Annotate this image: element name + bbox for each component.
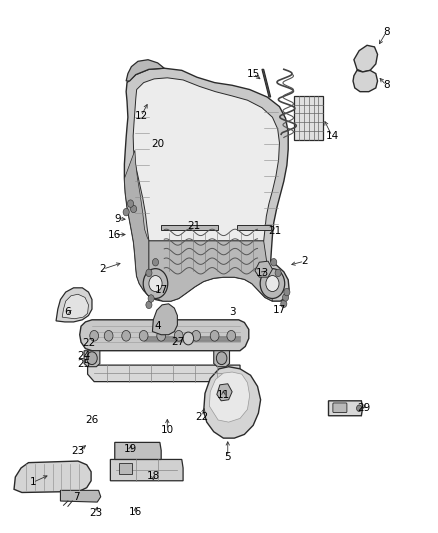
Polygon shape	[209, 372, 250, 422]
Text: 2: 2	[99, 264, 106, 274]
Text: 6: 6	[64, 307, 71, 317]
Text: 7: 7	[73, 492, 80, 502]
Circle shape	[266, 276, 279, 292]
Text: 17: 17	[273, 305, 286, 315]
Text: 9: 9	[114, 214, 121, 223]
Circle shape	[283, 294, 289, 301]
Circle shape	[148, 295, 154, 302]
Circle shape	[146, 301, 152, 309]
Circle shape	[284, 288, 290, 296]
Polygon shape	[60, 490, 101, 502]
Polygon shape	[353, 70, 378, 92]
Circle shape	[143, 269, 168, 298]
Text: 21: 21	[187, 221, 201, 231]
Circle shape	[127, 200, 134, 207]
Text: 19: 19	[124, 444, 137, 454]
Polygon shape	[217, 384, 232, 401]
Circle shape	[281, 300, 287, 308]
Circle shape	[271, 259, 277, 266]
Text: 23: 23	[71, 447, 85, 456]
Circle shape	[260, 269, 285, 298]
Circle shape	[104, 330, 113, 341]
Circle shape	[157, 330, 166, 341]
Circle shape	[174, 330, 183, 341]
Circle shape	[139, 330, 148, 341]
Circle shape	[216, 352, 227, 365]
Text: 13: 13	[256, 268, 269, 278]
Polygon shape	[255, 261, 272, 277]
Text: 11: 11	[217, 391, 230, 400]
Circle shape	[227, 330, 236, 341]
Circle shape	[90, 330, 99, 341]
Text: 22: 22	[82, 338, 95, 348]
Text: 17: 17	[155, 286, 168, 295]
Polygon shape	[88, 365, 240, 382]
FancyBboxPatch shape	[333, 403, 347, 413]
Polygon shape	[124, 68, 289, 301]
Polygon shape	[149, 241, 272, 301]
Text: 10: 10	[161, 425, 174, 435]
Polygon shape	[262, 69, 271, 97]
Polygon shape	[214, 351, 230, 367]
Polygon shape	[110, 459, 183, 481]
Circle shape	[87, 352, 97, 365]
Circle shape	[183, 332, 194, 345]
Text: 18: 18	[147, 471, 160, 481]
Polygon shape	[14, 461, 91, 492]
Text: 24: 24	[78, 351, 91, 361]
Text: 26: 26	[85, 415, 99, 425]
Text: 14: 14	[325, 131, 339, 141]
Text: 22: 22	[196, 412, 209, 422]
Text: 20: 20	[151, 139, 164, 149]
Circle shape	[152, 259, 159, 266]
Polygon shape	[119, 463, 132, 474]
Text: 16: 16	[129, 507, 142, 516]
Circle shape	[275, 269, 281, 277]
Polygon shape	[124, 150, 149, 296]
Text: 21: 21	[268, 226, 282, 236]
Polygon shape	[152, 304, 177, 335]
Polygon shape	[56, 288, 92, 322]
Text: 4: 4	[154, 321, 161, 331]
Text: 3: 3	[229, 307, 236, 317]
Polygon shape	[354, 45, 378, 72]
Polygon shape	[237, 225, 271, 230]
Polygon shape	[204, 367, 261, 438]
Circle shape	[149, 276, 162, 292]
Polygon shape	[294, 96, 323, 140]
Text: 23: 23	[89, 508, 102, 518]
Circle shape	[123, 208, 129, 216]
Text: 5: 5	[224, 452, 231, 462]
Circle shape	[131, 205, 137, 213]
Polygon shape	[84, 351, 100, 367]
Text: 12: 12	[134, 111, 148, 121]
Text: 29: 29	[357, 403, 370, 413]
Text: 2: 2	[301, 256, 308, 266]
Text: 1: 1	[29, 478, 36, 487]
Circle shape	[146, 269, 152, 277]
Text: 16: 16	[108, 230, 121, 239]
Text: 25: 25	[78, 359, 91, 368]
Polygon shape	[80, 320, 249, 351]
Polygon shape	[133, 78, 279, 241]
Text: 8: 8	[383, 80, 390, 90]
Circle shape	[122, 330, 131, 341]
Text: 15: 15	[247, 69, 260, 78]
Polygon shape	[328, 401, 363, 416]
Circle shape	[192, 330, 201, 341]
Polygon shape	[62, 294, 88, 319]
Polygon shape	[115, 442, 161, 459]
Text: 27: 27	[171, 337, 184, 347]
Polygon shape	[161, 225, 218, 230]
Circle shape	[357, 405, 362, 411]
Text: 8: 8	[383, 27, 390, 37]
Circle shape	[210, 330, 219, 341]
Polygon shape	[126, 60, 164, 81]
